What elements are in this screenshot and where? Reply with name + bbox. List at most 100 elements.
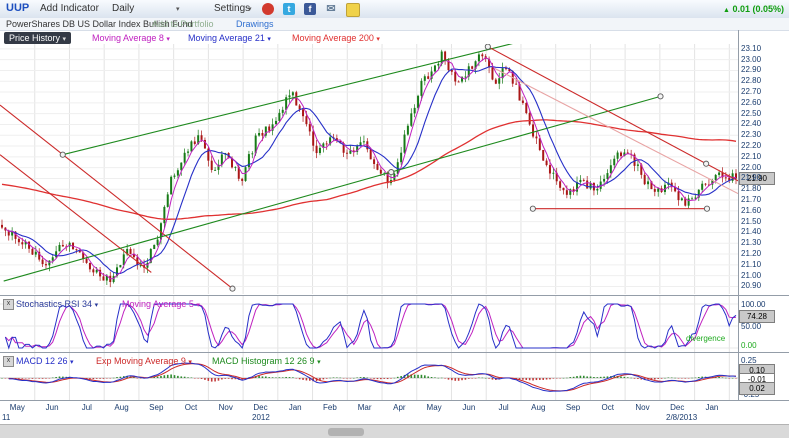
period-chevron-down-icon[interactable]: ▾ (176, 6, 180, 13)
panel-divider (0, 295, 789, 296)
chart-background (0, 30, 789, 425)
add-to-portfolio-link[interactable]: Add to Portfolio (152, 19, 214, 29)
close-stochastics-button[interactable]: x (3, 299, 14, 310)
stochastics-chart[interactable] (0, 296, 738, 352)
mail-icon[interactable]: ✉ (326, 3, 336, 15)
macd-chart[interactable] (0, 353, 738, 400)
chevron-down-icon: ▾ (188, 359, 192, 366)
month-label: Jun (45, 403, 59, 412)
price-axis-tick: 21.80 (741, 184, 762, 194)
month-label: Aug (114, 403, 129, 412)
settings-menu[interactable]: Settings (214, 3, 251, 14)
month-label: Apr (393, 403, 406, 412)
macd-axis-tick: 0.25 (741, 356, 757, 365)
month-label: Nov (635, 403, 650, 412)
horizontal-scrollbar-thumb[interactable] (328, 428, 364, 436)
price-axis-tick: 23.10 (741, 43, 762, 53)
chevron-down-icon: ▾ (166, 36, 170, 43)
tag-icon[interactable] (346, 3, 360, 17)
chevron-down-icon: ▾ (196, 302, 200, 309)
drawings-link[interactable]: Drawings (236, 19, 274, 29)
month-label: Dec (670, 403, 685, 412)
price-axis-tick: 21.00 (741, 270, 762, 280)
month-label: Jan (705, 403, 719, 412)
month-label: Sep (149, 403, 164, 412)
month-label: Dec (253, 403, 268, 412)
period-dropdown-value[interactable]: Daily (112, 3, 135, 14)
ma21-selector[interactable]: Moving Average 21 ▾ (188, 33, 271, 43)
chevron-down-icon: ▾ (70, 359, 74, 366)
ma200-selector[interactable]: Moving Average 200 ▾ (292, 33, 380, 43)
macd-signal-selector[interactable]: Exp Moving Average 9 ▾ (96, 356, 192, 366)
stoch-value-badge: 74.28 (739, 309, 775, 323)
chevron-down-icon: ▾ (376, 36, 380, 43)
stoch-ma-selector[interactable]: Moving Average 5 ▾ (122, 299, 200, 309)
close-macd-button[interactable]: x (3, 356, 14, 367)
price-change-indicator: ▲ 0.01 (0.05%) (723, 4, 784, 14)
stoch-axis-tick: 50.00 (741, 322, 762, 331)
settings-chevron-down-icon[interactable]: ▾ (248, 6, 252, 13)
price-axis-tick: 22.10 (741, 151, 762, 161)
add-indicator-menu[interactable]: Add Indicator (40, 3, 99, 14)
price-axis-tick: 23.00 (741, 54, 762, 64)
bottom-scroll-area (0, 424, 789, 438)
stoch-axis-tick: 0.00 (741, 341, 757, 350)
price-axis-tick: 21.70 (741, 195, 762, 205)
month-label: Feb (323, 403, 337, 412)
price-axis-tick: 21.40 (741, 227, 762, 237)
chevron-down-icon: ▾ (267, 36, 271, 43)
price-axis-tick: 22.70 (741, 87, 762, 97)
last-price-badge: 21.90 (739, 172, 775, 186)
price-axis-tick: 22.50 (741, 108, 762, 118)
month-label: Jan (288, 403, 302, 412)
fund-name: PowerShares DB US Dollar Index Bullish F… (6, 19, 193, 29)
twitter-icon[interactable]: t (283, 3, 295, 15)
subheader-bar: PowerShares DB US Dollar Index Bullish F… (0, 18, 789, 30)
price-axis-tick: 21.90 (741, 173, 762, 183)
month-label: Oct (601, 403, 614, 412)
macd-selector[interactable]: MACD 12 26 ▾ (16, 356, 74, 366)
macd-histogram-selector[interactable]: MACD Histogram 12 26 9 ▾ (212, 356, 321, 366)
price-axis-tick: 22.80 (741, 76, 762, 86)
price-axis-tick: 21.20 (741, 249, 762, 259)
month-label: May (9, 403, 25, 412)
symbol-label: UUP (6, 2, 30, 14)
price-axis-tick: 21.10 (741, 259, 762, 269)
chevron-down-icon: ▾ (62, 36, 67, 43)
price-axis-tick: 22.20 (741, 141, 762, 151)
price-axis-tick: 21.60 (741, 205, 762, 215)
price-chart[interactable] (0, 44, 738, 294)
facebook-icon[interactable]: f (304, 3, 316, 15)
panel-divider (0, 400, 789, 401)
month-label: Mar (357, 403, 372, 412)
month-label: Sep (565, 403, 581, 412)
year-label: 11 (2, 413, 11, 422)
price-axis-tick: 21.50 (741, 216, 762, 226)
stochastics-selector[interactable]: Stochastics RSI 34 ▾ (16, 299, 99, 309)
month-label: Jul (81, 403, 92, 412)
up-arrow-icon: ▲ (723, 7, 730, 14)
year-label: 2012 (252, 413, 270, 422)
price-history-label: Price History (9, 33, 61, 43)
price-axis-tick: 22.60 (741, 97, 762, 107)
month-label: Jul (498, 403, 509, 412)
chevron-down-icon: ▾ (317, 359, 321, 366)
month-label: May (426, 403, 442, 412)
price-axis-tick: 22.40 (741, 119, 762, 129)
record-icon[interactable] (262, 3, 274, 15)
stoch-axis-tick: 100.00 (741, 300, 766, 309)
divergence-annotation: divergence (686, 334, 726, 343)
panel-divider (0, 352, 789, 353)
price-axis-tick: 22.90 (741, 65, 762, 75)
price-axis-tick: 20.90 (741, 281, 762, 291)
price-axis-tick: 22.00 (741, 162, 762, 172)
month-label: Oct (184, 403, 198, 412)
price-axis-tick: 21.30 (741, 238, 762, 248)
chevron-down-icon: ▾ (94, 302, 99, 309)
top-toolbar: UUP Add Indicator Daily ▾ Settings ▾ t f… (0, 0, 789, 19)
month-label: Aug (531, 403, 546, 412)
change-value: 0.01 (0.05%) (732, 4, 784, 14)
price-history-selector[interactable]: Price History ▾ (4, 32, 72, 44)
ma8-selector[interactable]: Moving Average 8 ▾ (92, 33, 170, 43)
